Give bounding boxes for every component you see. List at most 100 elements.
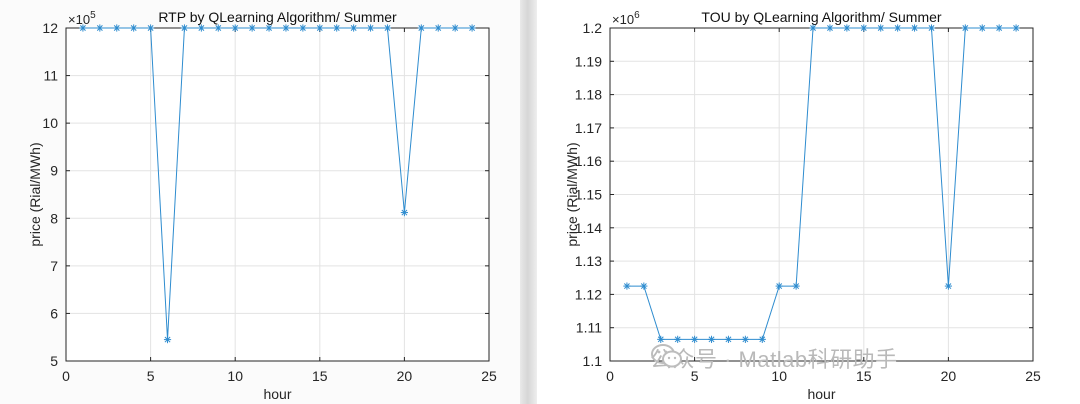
marker-stroke bbox=[911, 25, 918, 31]
marker-stroke bbox=[215, 25, 222, 31]
data-point bbox=[978, 24, 986, 32]
marker-stroke bbox=[793, 283, 800, 290]
data-point bbox=[79, 24, 87, 32]
data-point bbox=[350, 24, 358, 32]
marker-stroke bbox=[708, 336, 715, 343]
y-tick-label: 1.13 bbox=[575, 253, 602, 269]
marker-stroke bbox=[843, 25, 850, 31]
data-point bbox=[877, 24, 885, 32]
marker-stroke bbox=[725, 336, 732, 343]
marker-stroke bbox=[996, 25, 1003, 31]
x-tick-label: 10 bbox=[771, 368, 787, 384]
marker-stroke bbox=[384, 25, 391, 31]
data-point bbox=[894, 24, 902, 32]
marker-stroke bbox=[96, 25, 103, 31]
marker-stroke bbox=[894, 25, 901, 31]
marker-stroke bbox=[350, 25, 357, 31]
y-tick-label: 10 bbox=[42, 115, 58, 131]
chart-title: RTP by QLearning Algorithm/ Summer bbox=[158, 9, 397, 25]
marker-stroke bbox=[435, 25, 442, 31]
data-point bbox=[417, 24, 425, 32]
marker-stroke bbox=[860, 25, 867, 31]
marker-stroke bbox=[623, 283, 630, 290]
data-point bbox=[383, 24, 392, 32]
x-tick-label: 10 bbox=[227, 368, 243, 384]
y-tick-label: 1.15 bbox=[575, 187, 602, 203]
marker-stroke bbox=[283, 25, 289, 31]
data-point bbox=[792, 282, 800, 290]
data-point bbox=[995, 24, 1003, 32]
data-point bbox=[657, 335, 665, 343]
marker-stroke bbox=[198, 25, 205, 31]
data-point bbox=[809, 24, 817, 32]
right-chart-panel: 0 5 10 15 20 25 1.1 1.11 1.12 1.13 1.14 1.15 1.16 1.1… bbox=[537, 0, 1080, 404]
data-point bbox=[860, 24, 868, 32]
data-point bbox=[333, 24, 341, 32]
data-point bbox=[147, 24, 155, 32]
data-point bbox=[180, 24, 189, 32]
marker-stroke bbox=[367, 25, 374, 31]
marker-stroke bbox=[776, 283, 783, 290]
marker-stroke bbox=[469, 25, 476, 31]
y-tick-label: 12 bbox=[42, 20, 58, 36]
data-point bbox=[299, 24, 307, 32]
data-point bbox=[741, 335, 749, 343]
marker-stroke bbox=[827, 25, 833, 31]
data-point bbox=[707, 335, 716, 343]
data-point bbox=[623, 282, 631, 290]
data-point bbox=[961, 24, 969, 32]
marker-stroke bbox=[333, 25, 340, 31]
marker-stroke bbox=[1013, 25, 1020, 31]
data-point bbox=[724, 335, 733, 343]
x-tick-label: 15 bbox=[312, 368, 328, 384]
y-axis-label: price (Rial/MWh) bbox=[27, 142, 43, 246]
y-tick-label: 1.19 bbox=[575, 53, 602, 69]
marker-stroke bbox=[691, 336, 698, 343]
wechat-icon bbox=[651, 344, 682, 368]
data-point bbox=[197, 24, 205, 32]
y-tick-label: 11 bbox=[43, 68, 58, 84]
data-point bbox=[163, 335, 172, 344]
x-tick-label: 15 bbox=[856, 368, 872, 384]
marker-stroke bbox=[979, 25, 986, 31]
marker-stroke bbox=[249, 25, 256, 31]
y-tick-label: 6 bbox=[50, 305, 58, 321]
y-tick-label: 9 bbox=[50, 163, 58, 179]
watermark-text: 公众号 · Matlab科研助手 bbox=[650, 347, 898, 372]
y-axis-label: price (Rial/MWh) bbox=[564, 142, 580, 246]
marker-stroke bbox=[164, 336, 171, 343]
y-tick-label: 1.16 bbox=[575, 153, 602, 169]
data-point bbox=[758, 335, 766, 343]
data-point bbox=[843, 24, 851, 32]
marker-stroke bbox=[452, 25, 459, 31]
y-tick-label: 1.2 bbox=[583, 20, 603, 36]
exponent-power: 6 bbox=[634, 10, 640, 21]
data-point bbox=[316, 24, 324, 32]
marker-stroke bbox=[418, 25, 425, 31]
y-tick-label: 1.1 bbox=[583, 353, 603, 369]
marker-stroke bbox=[79, 25, 86, 31]
marker-stroke bbox=[742, 336, 749, 343]
x-tick-label: 0 bbox=[62, 368, 70, 384]
data-point bbox=[691, 335, 699, 343]
y-tick-label: 1.17 bbox=[575, 120, 602, 136]
left-chart-panel: 0 5 10 15 20 25 5 6 7 8 9 10 11 12 ×105 RTP by QLearnin… bbox=[0, 0, 520, 404]
marker-stroke bbox=[232, 25, 239, 31]
y-tick-label: 7 bbox=[50, 258, 58, 274]
marker-stroke bbox=[316, 25, 323, 31]
data-point bbox=[265, 24, 273, 32]
exponent-base: ×10 bbox=[68, 12, 90, 27]
data-point bbox=[231, 24, 239, 32]
exponent-power: 5 bbox=[90, 10, 96, 21]
data-point bbox=[640, 282, 648, 290]
exponent-base: ×10 bbox=[612, 12, 634, 27]
marker-stroke bbox=[657, 336, 664, 343]
x-tick-label: 5 bbox=[147, 368, 155, 384]
tou-chart: 0 5 10 15 20 25 1.1 1.11 1.12 1.13 1.14 1.15 1.16 1.1… bbox=[564, 9, 1041, 402]
marker-stroke bbox=[181, 25, 188, 31]
data-point bbox=[944, 282, 952, 290]
chart-title: TOU by QLearning Algorithm/ Summer bbox=[701, 9, 942, 25]
x-axis-label: hour bbox=[263, 386, 291, 402]
data-point bbox=[130, 24, 138, 32]
